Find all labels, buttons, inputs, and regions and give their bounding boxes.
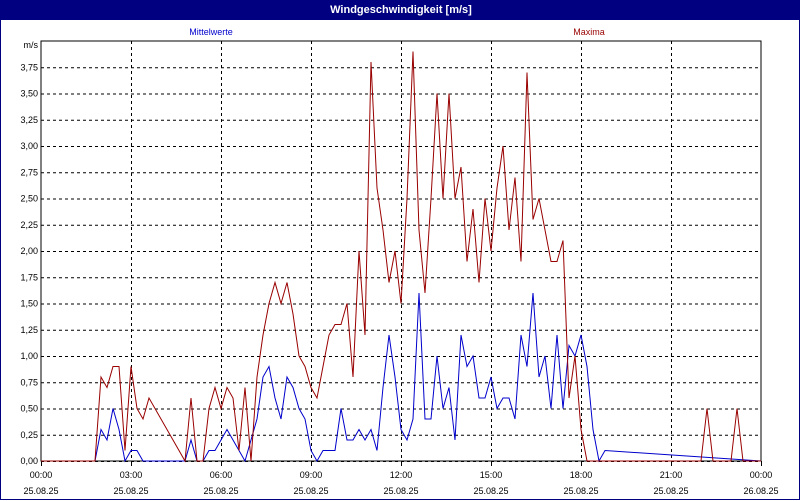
x-tick-time-label: 15:00 [480, 470, 503, 480]
x-tick-date-label: 25.08.25 [563, 486, 598, 496]
x-tick-date-label: 25.08.25 [113, 486, 148, 496]
y-tick-label: 2,00 [20, 246, 38, 256]
y-tick-label: 3,00 [20, 141, 38, 151]
y-tick-label: 3,75 [20, 62, 38, 72]
x-tick-time-label: 06:00 [210, 470, 233, 480]
x-tick-date-label: 25.08.25 [293, 486, 328, 496]
x-tick-time-label: 12:00 [390, 470, 413, 480]
x-tick-date-label: 25.08.25 [653, 486, 688, 496]
y-tick-label: 2,50 [20, 194, 38, 204]
y-tick-label: 1,00 [20, 351, 38, 361]
legend-label-mittelwerte: Mittelwerte [189, 27, 233, 37]
y-tick-label: 2,25 [20, 220, 38, 230]
y-tick-label: 3,25 [20, 115, 38, 125]
y-axis-label: m/s [24, 40, 39, 50]
x-tick-time-label: 18:00 [570, 470, 593, 480]
x-tick-time-label: 03:00 [120, 470, 143, 480]
y-tick-label: 3,50 [20, 89, 38, 99]
window-title: Windgeschwindigkeit [m/s] [1, 1, 800, 20]
y-tick-label: 0,00 [20, 456, 38, 466]
y-tick-label: 1,75 [20, 272, 38, 282]
legend-label-maxima: Maxima [573, 27, 605, 37]
series-line-maxima [41, 51, 761, 463]
y-tick-label: 0,75 [20, 377, 38, 387]
y-tick-label: 0,25 [20, 430, 38, 440]
x-tick-time-label: 00:00 [30, 470, 53, 480]
x-tick-date-label: 26.08.25 [743, 486, 778, 496]
x-tick-time-label: 09:00 [300, 470, 323, 480]
x-tick-time-label: 21:00 [660, 470, 683, 480]
y-tick-label: 1,50 [20, 299, 38, 309]
x-tick-date-label: 25.08.25 [383, 486, 418, 496]
x-tick-date-label: 25.08.25 [473, 486, 508, 496]
x-tick-time-label: 00:00 [750, 470, 773, 480]
y-tick-label: 0,50 [20, 404, 38, 414]
x-tick-date-label: 25.08.25 [203, 486, 238, 496]
series-line-mittelwerte [41, 292, 762, 463]
y-tick-label: 2,75 [20, 167, 38, 177]
y-tick-label: 1,25 [20, 325, 38, 335]
x-tick-date-label: 25.08.25 [23, 486, 58, 496]
